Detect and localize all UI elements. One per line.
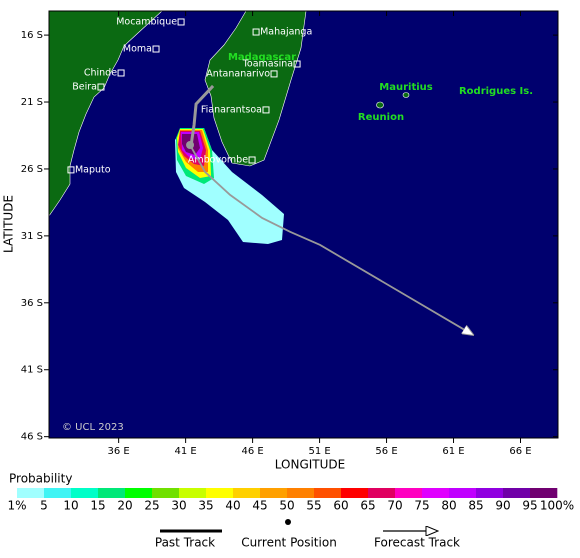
place-marker [252, 28, 260, 36]
place-marker [97, 83, 105, 91]
legend-swatch [233, 488, 261, 498]
y-tick-label: 26 S [21, 164, 43, 175]
legend-tick-label: 70 [387, 499, 402, 513]
current-position [186, 140, 195, 149]
place-label: Maputo [75, 164, 111, 175]
legend-tick-label: 30 [171, 499, 186, 513]
y-axis-label: LATITUDE [2, 195, 16, 253]
y-tick-label: 36 S [21, 298, 43, 309]
legend-swatch [368, 488, 396, 498]
place-marker [117, 69, 125, 77]
past-track [189, 84, 215, 146]
legend-swatch [98, 488, 126, 498]
map-frame [48, 10, 559, 439]
forecast-track [189, 144, 473, 335]
africa [49, 11, 163, 217]
legend-swatch [152, 488, 180, 498]
place-marker [177, 18, 185, 26]
x-tick-label: 46 E [241, 446, 263, 457]
legend-tick-label: 95 [522, 499, 537, 513]
legend-swatch [395, 488, 423, 498]
place-label: Mahajanga [260, 27, 312, 38]
legend-tick-label: 90 [495, 499, 510, 513]
x-axis-label: LONGITUDE [275, 458, 345, 472]
legend-swatch [476, 488, 504, 498]
legend-tick-label: 1% [7, 499, 26, 513]
legend-tick-label: 55 [306, 499, 321, 513]
y-tick-label: 46 S [21, 432, 43, 443]
y-tick-label: 21 S [21, 97, 43, 108]
legend-label: Forecast Track [374, 536, 460, 550]
place-label: Fianarantsoa [201, 104, 262, 115]
legend-swatch [17, 488, 45, 498]
ocean [49, 11, 558, 438]
place-label: Moma [123, 44, 152, 55]
x-tick-label: 61 E [442, 446, 464, 457]
place-marker [262, 106, 270, 114]
place-marker [248, 156, 256, 164]
legend-title: Probability [9, 472, 72, 486]
x-tick-label: 41 E [175, 446, 197, 457]
legend-swatch [422, 488, 450, 498]
legend-label: Past Track [155, 536, 215, 550]
legend-tick-label: 45 [252, 499, 267, 513]
x-tick-label: 56 E [375, 446, 397, 457]
legend-tick-label: 50 [279, 499, 294, 513]
legend-swatch [179, 488, 207, 498]
map: Madagascar Mauritius Reunion Rodrigues I… [49, 11, 558, 438]
legend-tick-label: 60 [333, 499, 348, 513]
madagascar [204, 11, 307, 167]
legend-swatch [449, 488, 477, 498]
place-label: Toamasina [242, 59, 293, 70]
region-label: Madagascar [228, 52, 296, 63]
legend-tick-label: 25 [144, 499, 159, 513]
place-label: Chinde [84, 67, 117, 78]
legend-tick-label: 15 [90, 499, 105, 513]
mauritius-island [402, 92, 410, 98]
legend-swatch [206, 488, 234, 498]
legend-swatch [503, 488, 531, 498]
legend-swatch [125, 488, 153, 498]
x-tick-label: 66 E [509, 446, 531, 457]
reunion-island [376, 101, 384, 109]
legend-tick-label: 100% [540, 499, 574, 513]
legend-tick-label: 75 [414, 499, 429, 513]
legend-tick-label: 35 [198, 499, 213, 513]
x-tick-label: 51 E [308, 446, 330, 457]
legend-tick-label: 65 [360, 499, 375, 513]
legend-tick-label: 20 [117, 499, 132, 513]
region-label: Rodrigues Is. [459, 86, 533, 97]
place-marker [67, 166, 75, 174]
legend-tick-label: 80 [441, 499, 456, 513]
place-label: Antananarivo [206, 68, 270, 79]
place-marker [293, 60, 301, 68]
y-tick-label: 41 S [21, 365, 43, 376]
legend-swatch [260, 488, 288, 498]
x-tick-label: 36 E [108, 446, 130, 457]
legend-tick-label: 10 [63, 499, 78, 513]
legend-swatch [44, 488, 72, 498]
region-label: Reunion [358, 112, 404, 123]
legend-tick-label: 5 [40, 499, 48, 513]
legend-swatch [314, 488, 342, 498]
legend-tick-label: 85 [468, 499, 483, 513]
legend-swatch [287, 488, 315, 498]
region-label: Mauritius [379, 82, 433, 93]
place-marker [152, 45, 160, 53]
place-label: Ambovombe [188, 154, 248, 165]
place-label: Mocambique [116, 16, 177, 27]
legend-label: Current Position [241, 536, 337, 550]
y-tick-label: 31 S [21, 231, 43, 242]
place-label: Beira [72, 82, 97, 93]
copyright: © UCL 2023 [62, 422, 124, 433]
legend-tick-label: 40 [225, 499, 240, 513]
y-tick-label: 16 S [21, 30, 43, 41]
place-marker [270, 70, 278, 78]
current-position-key [285, 519, 291, 525]
legend-swatch [71, 488, 99, 498]
legend-swatch [341, 488, 369, 498]
legend-swatch [530, 488, 558, 498]
